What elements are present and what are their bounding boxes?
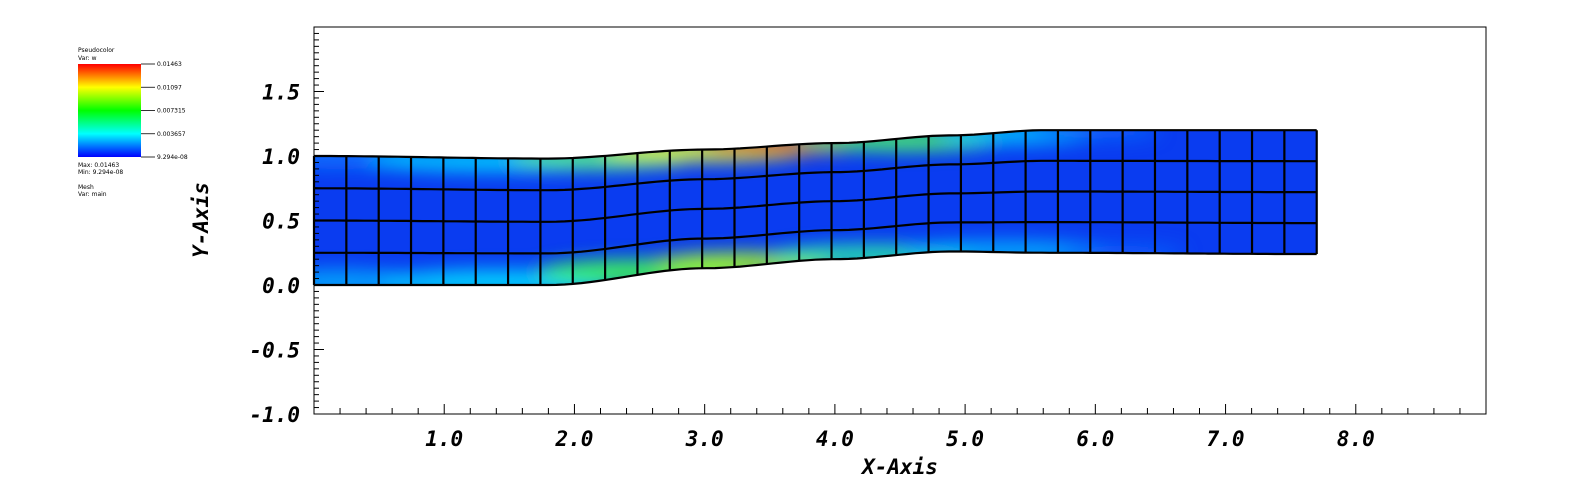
mesh-row-line xyxy=(314,129,1317,160)
legend-max-label: Max: 0.01463 xyxy=(78,162,119,169)
x-minor-ticks xyxy=(339,404,1461,414)
y-tick-label: 0.0 xyxy=(262,274,300,298)
legend-min-label: Min: 9.294e-08 xyxy=(78,169,123,176)
y-tick-labels: -1.0 -0.5 0.0 0.5 1.0 1.5 xyxy=(249,81,300,428)
colorbar-tick-label: 0.003657 xyxy=(157,131,186,138)
y-axis-title: Y-Axis xyxy=(189,182,213,258)
x-axis-title: X-Axis xyxy=(860,455,938,479)
x-tick-label: 2.0 xyxy=(554,427,593,451)
legend-mesh-var-label: Var: main xyxy=(78,191,107,198)
legend-plot-type: Pseudocolor xyxy=(78,47,115,54)
y-tick-label: 1.0 xyxy=(262,145,300,169)
y-minor-ticks xyxy=(314,32,324,409)
color-field xyxy=(314,130,1317,285)
x-tick-label: 7.0 xyxy=(1207,427,1245,451)
legend-mesh-label: Mesh xyxy=(78,184,94,191)
field-base xyxy=(314,130,1317,285)
x-tick-label: 3.0 xyxy=(685,427,724,451)
mesh-grid xyxy=(312,129,1318,287)
y-tick-label: 0.5 xyxy=(262,210,300,234)
legend-var-label: Var: w xyxy=(78,55,97,62)
x-tick-label: 4.0 xyxy=(816,427,854,451)
colorbar-tick-label: 0.007315 xyxy=(157,108,186,115)
plot-area: 1.0 2.0 3.0 4.0 5.0 6.0 7.0 8.0 -1.0 -0.5 0.0 0.5 1… xyxy=(189,26,1487,479)
colorbar-tick-label: 9.294e-08 xyxy=(157,154,188,161)
mesh-row-line xyxy=(314,190,1317,223)
mesh-row-line xyxy=(314,250,1317,287)
colorbar xyxy=(78,64,141,157)
y-tick-label: 1.5 xyxy=(262,81,300,105)
x-tick-label: 1.0 xyxy=(425,427,463,451)
colorbar-ticks: 0.01463 0.01097 0.007315 0.003657 9.294e-08 xyxy=(141,61,188,161)
x-tick-label: 6.0 xyxy=(1076,427,1114,451)
x-tick-label: 5.0 xyxy=(946,427,984,451)
colorbar-tick-label: 0.01097 xyxy=(157,84,182,91)
mesh-row-line xyxy=(314,221,1317,255)
colorbar-tick-label: 0.01463 xyxy=(157,61,182,68)
mesh-row-line xyxy=(313,159,1317,192)
x-tick-label: 8.0 xyxy=(1337,427,1375,451)
legend: Pseudocolor Var: w 0.01463 0.01097 0.00731… xyxy=(78,47,188,198)
y-tick-label: -0.5 xyxy=(249,339,300,363)
y-tick-label: -1.0 xyxy=(249,403,300,427)
x-tick-labels: 1.0 2.0 3.0 4.0 5.0 6.0 7.0 8.0 xyxy=(425,427,1374,451)
